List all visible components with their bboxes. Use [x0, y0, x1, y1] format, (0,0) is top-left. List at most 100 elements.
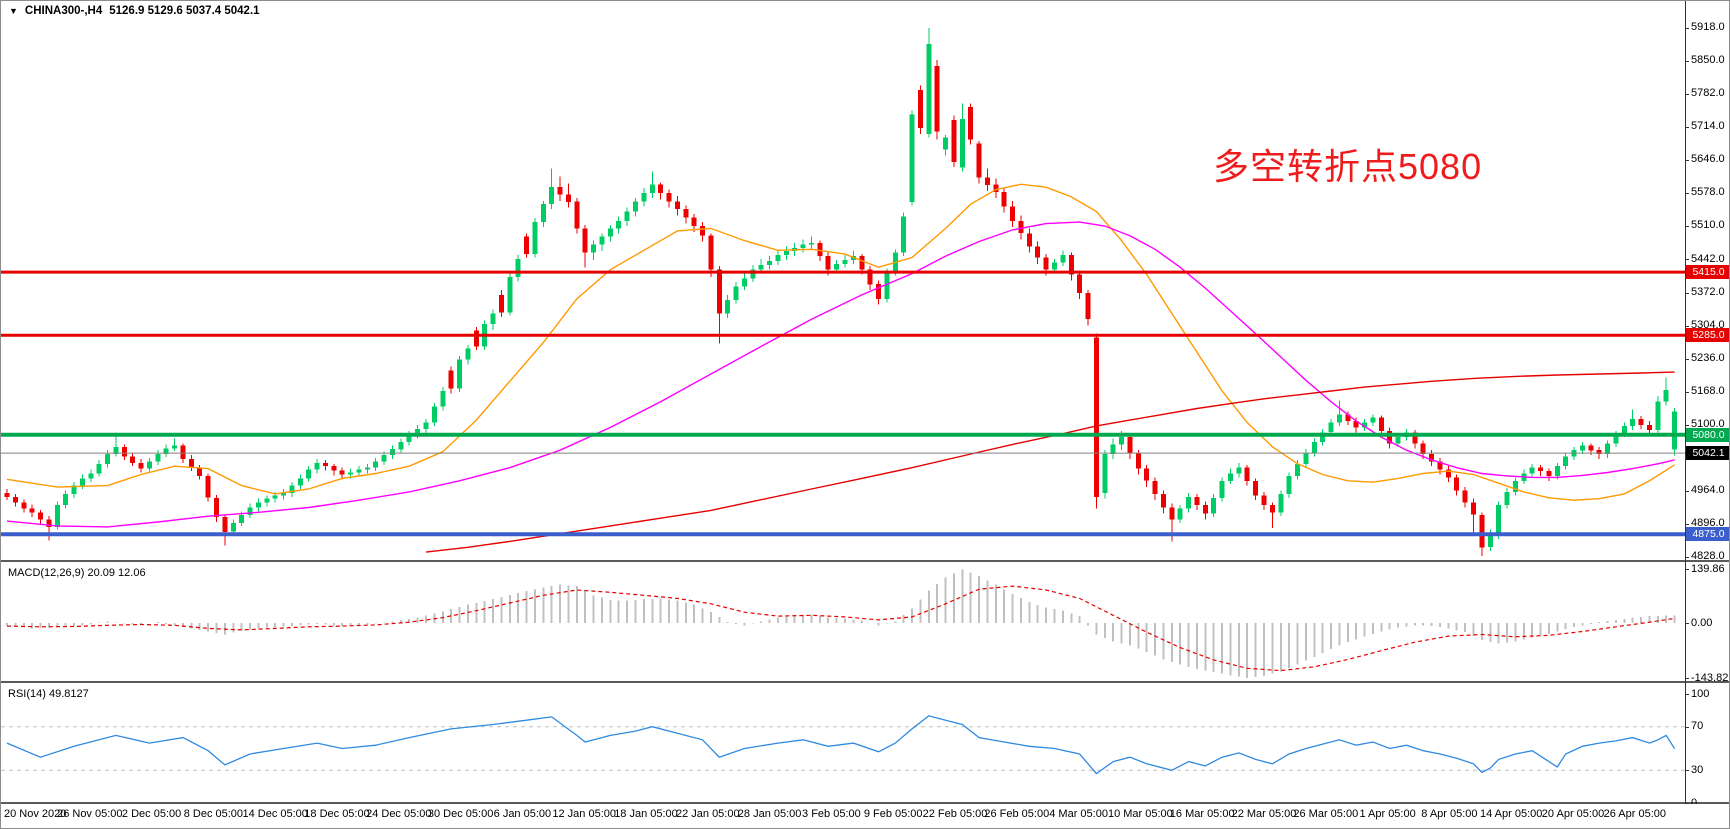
candle-body	[1328, 422, 1334, 433]
candle-body	[1387, 430, 1393, 444]
candle-body	[1496, 505, 1502, 536]
candle-body	[1110, 444, 1116, 455]
candle-body	[1219, 480, 1225, 498]
candle-body	[1152, 480, 1158, 494]
candle-body	[1311, 442, 1317, 454]
candle-body	[423, 422, 429, 429]
macd-indicator-pane[interactable]	[1, 563, 1685, 681]
candle-body	[1538, 467, 1543, 472]
price-tick-label: 5372.0	[1691, 286, 1725, 299]
candle-body	[163, 448, 169, 455]
candle-body	[1663, 390, 1669, 402]
candle-body	[1655, 401, 1661, 430]
candle-body	[1202, 505, 1208, 514]
indicator-line	[6, 585, 1675, 672]
candle-body	[1127, 437, 1133, 454]
candle-body	[733, 286, 739, 300]
candle-body	[54, 505, 60, 527]
price-tick-label: 5646.0	[1691, 153, 1725, 166]
candle-body	[515, 259, 521, 277]
candle-body	[1529, 467, 1535, 474]
candle-body	[1077, 274, 1083, 293]
candle-body	[943, 137, 949, 150]
candle-body	[524, 236, 530, 255]
candle-body	[1445, 469, 1451, 478]
rsi-tick-label: 30	[1691, 763, 1704, 776]
candle-body	[1102, 454, 1108, 493]
candle-body	[867, 269, 873, 285]
candle-body	[155, 454, 161, 462]
ohlc-values: 5126.9 5129.6 5037.4 5042.1	[109, 5, 260, 17]
candle-body	[1621, 425, 1627, 434]
candle-body	[1085, 293, 1091, 320]
candle-body	[674, 201, 680, 209]
candle-body	[1060, 255, 1066, 263]
symbol-dropdown-icon[interactable]: ▼	[9, 6, 18, 16]
candle-body	[1228, 473, 1233, 481]
current-price-box: 5042.1	[1686, 446, 1729, 461]
macd-label: MACD(12,26,9) 20.09 12.06	[8, 567, 146, 579]
candle-body	[985, 177, 990, 185]
candle-body	[46, 519, 52, 527]
candle-body	[1278, 493, 1284, 513]
candle-body	[574, 201, 580, 229]
candle-body	[1370, 417, 1376, 423]
candle-body	[247, 507, 253, 515]
candle-body	[12, 496, 18, 503]
candle-body	[79, 478, 85, 486]
date-tick-label: 10 Mar 05:00	[1107, 808, 1173, 820]
rsi-indicator-pane[interactable]	[1, 684, 1685, 802]
pane-separator[interactable]	[1, 560, 1729, 562]
candle-body	[314, 462, 320, 470]
candle-body	[398, 442, 404, 450]
candle-body	[63, 493, 69, 506]
date-tick-label: 4 Mar 05:00	[1049, 808, 1108, 820]
candle-body	[272, 495, 278, 499]
candle-body	[180, 445, 186, 459]
candle-body	[1261, 495, 1267, 505]
candle-body	[917, 90, 923, 128]
candle-body	[1010, 206, 1016, 222]
rsi-tick-label: 100	[1691, 687, 1710, 700]
price-tick-label: 5442.0	[1691, 252, 1725, 265]
date-tick-label: 30 Dec 05:00	[427, 808, 494, 820]
candle-body	[1269, 505, 1275, 513]
candle-body	[172, 445, 178, 449]
rsi-tick-label: 70	[1691, 720, 1704, 733]
candle-body	[1068, 255, 1074, 275]
candle-body	[834, 263, 840, 270]
price-tick-label: 5850.0	[1691, 54, 1725, 67]
candle-body	[658, 184, 664, 193]
chart-text-annotation[interactable]: 多空转折点5080	[1213, 146, 1483, 187]
pane-separator	[1, 802, 1729, 804]
candle-body	[1043, 257, 1049, 270]
date-tick-label: 28 Jan 05:00	[737, 808, 802, 820]
candle-body	[348, 472, 354, 475]
date-tick-label: 1 Apr 05:00	[1359, 808, 1416, 820]
price-tick-label: 4896.0	[1691, 517, 1725, 530]
candle-body	[532, 222, 538, 255]
price-tick-label: 5032.0	[1691, 451, 1725, 464]
date-tick-label: 22 Feb 05:00	[922, 808, 988, 820]
candle-body	[549, 187, 555, 205]
time-axis[interactable]: 20 Nov 2020 26 Nov 05:00 2 Dec 05:00 8 Dec …	[1, 804, 1729, 828]
date-tick-label: 16 Mar 05:00	[1169, 808, 1235, 820]
candle-body	[591, 244, 597, 253]
candle-body	[708, 235, 714, 270]
main-chart-pane[interactable]	[1, 1, 1685, 561]
candle-body	[599, 236, 605, 245]
candle-body	[1295, 463, 1300, 476]
candle-body	[222, 517, 228, 532]
pane-separator[interactable]	[1, 681, 1729, 683]
candle-body	[88, 473, 94, 479]
candle-body	[1588, 445, 1594, 451]
candle-body	[214, 497, 219, 518]
candle-body	[926, 44, 932, 134]
candle-body	[390, 449, 395, 455]
candle-body	[725, 299, 731, 314]
date-tick-label: 20 Apr 05:00	[1541, 808, 1605, 820]
candle-body	[1026, 233, 1032, 247]
candle-body	[331, 466, 337, 471]
date-tick-label: 14 Dec 05:00	[242, 808, 308, 820]
level-price-box: 5415.0	[1686, 265, 1729, 280]
